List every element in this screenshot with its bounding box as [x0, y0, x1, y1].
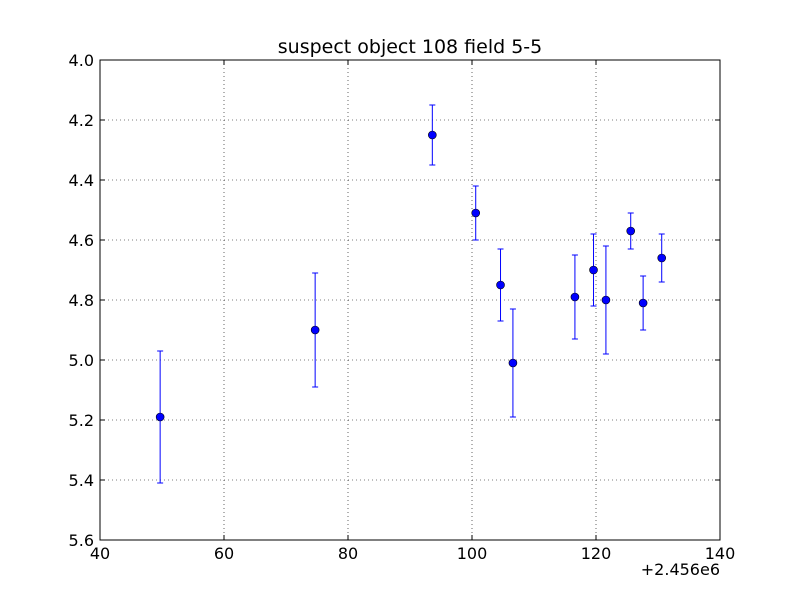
data-point	[626, 226, 636, 236]
y-tick-label: 5.6	[69, 531, 94, 550]
tick-labels: 40 60 80 100 120 140 4.0 4.2 4.4 4.6 4.8 5.0 5.2 5.4 5…	[69, 51, 736, 563]
x-tick-label: 100	[457, 544, 488, 563]
y-tick-label: 4.8	[69, 291, 94, 310]
chart-title: suspect object 108 field 5-5	[278, 36, 543, 58]
data-point	[570, 292, 580, 302]
data-point	[508, 358, 518, 368]
data-point	[496, 280, 505, 290]
y-tick-label: 4.4	[69, 171, 94, 190]
grid-lines	[100, 60, 720, 540]
x-tick-label: 60	[214, 544, 234, 563]
data-point	[155, 412, 165, 422]
data-points	[155, 130, 667, 422]
plot-area-frame	[99, 59, 721, 541]
x-tick-label: 120	[581, 544, 612, 563]
y-tick-label: 5.2	[69, 411, 94, 430]
y-tick-label: 5.0	[69, 351, 94, 370]
y-tick-label: 4.0	[69, 51, 94, 70]
data-point	[310, 325, 320, 335]
error-bars	[157, 104, 665, 484]
x-tick-label: 40	[90, 544, 110, 563]
x-axis-offset-label: +2.456e6	[641, 560, 720, 579]
data-point	[638, 298, 648, 308]
x-tick-label: 80	[338, 544, 358, 563]
data-point	[601, 295, 611, 305]
x-tick-label: 140	[705, 544, 736, 563]
data-point	[589, 265, 598, 275]
y-tick-label: 4.6	[69, 231, 94, 250]
data-point	[471, 208, 481, 218]
y-tick-label: 4.2	[69, 111, 94, 130]
data-point	[428, 130, 437, 140]
y-tick-label: 5.4	[69, 471, 94, 490]
data-point	[657, 253, 667, 263]
